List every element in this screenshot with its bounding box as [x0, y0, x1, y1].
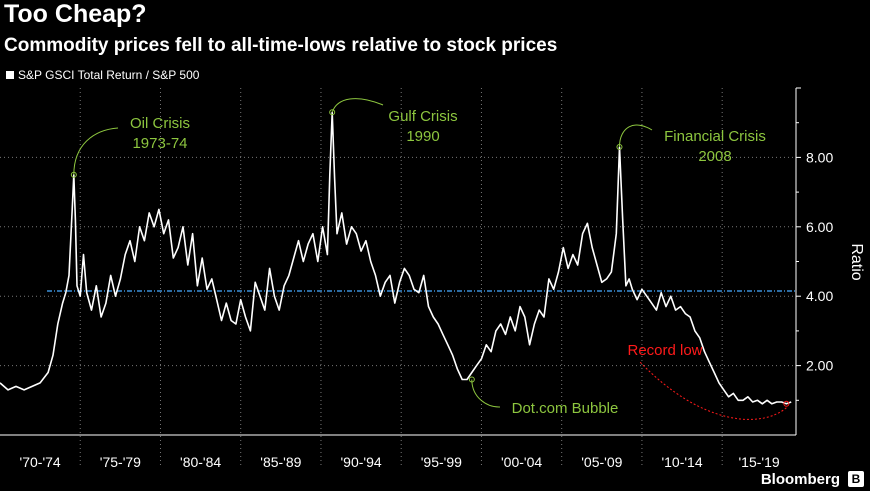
x-tick-label: '05-'09 [581, 454, 622, 470]
dotcom-bubble-connector [471, 379, 501, 408]
x-tick-label: '85-'89 [260, 454, 301, 470]
bloomberg-b-icon: B [848, 471, 864, 487]
ratio-series-line [0, 111, 792, 405]
series-group [0, 111, 792, 405]
legend-swatch [6, 71, 14, 79]
x-tick-label: '15-'19 [739, 454, 780, 470]
financial-crisis-label: 2008 [698, 148, 731, 165]
y-axis-label: Ratio [848, 243, 865, 280]
financial-crisis-connector [618, 124, 653, 147]
x-tick-label: '00-'04 [501, 454, 542, 470]
x-tick-label: '70-'74 [20, 454, 61, 470]
gulf-crisis-label: 1990 [406, 128, 439, 145]
x-tick-label: '95-'99 [421, 454, 462, 470]
record-low-marker [783, 400, 790, 407]
gulf-crisis-marker [329, 109, 336, 116]
oil-crisis-connector [73, 127, 119, 175]
x-tick-label: '75-'79 [100, 454, 141, 470]
y-tick-label: 8.00 [806, 149, 833, 165]
chart-title: Too Cheap? [4, 0, 147, 28]
x-tick-label: '10-'14 [661, 454, 702, 470]
legend: S&P GSCI Total Return / S&P 500 [6, 68, 199, 82]
financial-crisis-marker [616, 143, 623, 150]
y-tick-label: 4.00 [806, 288, 833, 304]
legend-label: S&P GSCI Total Return / S&P 500 [18, 68, 200, 82]
oil-crisis-marker [70, 171, 77, 178]
gulf-crisis-connector [331, 98, 384, 113]
gulf-crisis-label: Gulf Crisis [388, 108, 457, 125]
bloomberg-brand: Bloomberg [760, 471, 840, 488]
chart-subtitle: Commodity prices fell to all-time-lows r… [4, 35, 558, 56]
grid [0, 88, 796, 465]
financial-crisis-label: Financial Crisis [664, 128, 766, 145]
y-tick-label: 6.00 [806, 219, 833, 235]
y-tick-label: 2.00 [806, 358, 833, 374]
oil-crisis-label: 1973-74 [132, 135, 187, 152]
axes: 2.00 4.00 6.00 8.00 '70-'74 '75-'79 '80-'84 '85… [0, 87, 833, 470]
x-tick-label: '80-'84 [180, 454, 221, 470]
record-low-connector [639, 361, 787, 420]
dotcom-bubble-marker [468, 376, 475, 383]
annotations: Oil Crisis 1973-74 Gulf Crisis 1990 Financia… [70, 98, 790, 420]
record-low-label: Record low [627, 342, 702, 359]
x-tick-label: '90-'94 [341, 454, 382, 470]
dotcom-bubble-label: Dot.com Bubble [512, 400, 619, 417]
oil-crisis-label: Oil Crisis [130, 115, 190, 132]
